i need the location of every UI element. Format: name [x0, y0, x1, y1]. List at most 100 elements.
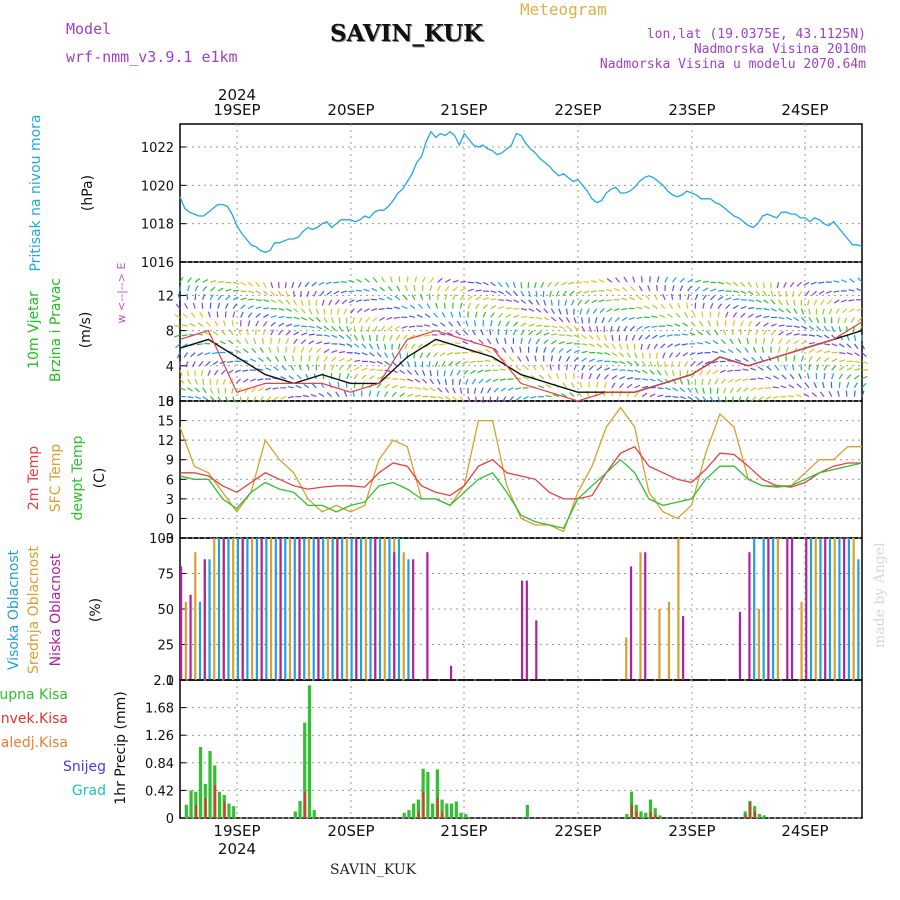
wind-barb: [694, 387, 699, 394]
wind-barb: [596, 326, 599, 333]
precip-bar: [445, 803, 449, 818]
cloud-bar-low: [535, 620, 538, 680]
wind-barb: [389, 276, 393, 283]
wind-barb: [426, 303, 431, 309]
wind-barb: [333, 281, 340, 284]
precip-bar: [208, 750, 212, 818]
wind-barb: [512, 290, 518, 296]
wind-barb: [224, 396, 229, 403]
wind-barb: [429, 370, 432, 377]
wind-barb: [573, 325, 579, 331]
wind-barb: [772, 396, 779, 399]
wind-barb: [437, 378, 441, 385]
wind-barb: [750, 387, 757, 391]
wind-barb: [356, 278, 363, 283]
wind-barb: [770, 308, 777, 312]
wind-barb: [181, 334, 188, 337]
cloud-bar-mid: [800, 601, 803, 680]
wind-barb: [520, 329, 525, 336]
wind-barb: [217, 281, 224, 283]
wind-barb: [717, 303, 722, 309]
cloud-ylabel-low: Niska Oblacnost: [48, 553, 64, 666]
wind-barb: [246, 328, 249, 336]
wind-barb: [323, 308, 326, 315]
bottom-date-label: 19SEP: [213, 822, 260, 840]
wind-barb: [831, 343, 838, 347]
y-tick-label: 9: [166, 454, 174, 469]
wind-barb: [611, 334, 614, 342]
wind-barb: [513, 299, 520, 303]
wind-barb: [581, 364, 586, 371]
wind-barb: [603, 374, 609, 380]
wind-barb: [331, 349, 338, 354]
wind-barb: [177, 293, 181, 301]
wind-barb: [823, 350, 831, 354]
cloud-bar-mid: [667, 601, 671, 680]
wind-barb: [285, 323, 292, 327]
wind-barb: [588, 326, 592, 333]
wind-barb: [732, 312, 738, 318]
wind-barb: [406, 361, 411, 368]
y-tick-label: 0: [166, 512, 174, 527]
wind-barb: [424, 334, 431, 337]
wind-barb: [384, 377, 391, 380]
wind-barb: [217, 396, 222, 402]
cloud-bar-low: [203, 559, 206, 680]
sfc-temp-line: [179, 406, 862, 533]
top-date-label: 19SEP: [213, 101, 260, 119]
wind-barb: [535, 346, 538, 353]
y-tick-label: 18: [157, 395, 174, 410]
station-title: SAVIN_KUK: [330, 20, 484, 47]
wind-barb: [330, 317, 335, 324]
wind-barb: [740, 305, 747, 310]
precip-legend-item: Zaledj.Kisa: [0, 735, 68, 751]
cloud-ylabel-mid: Srednja Oblacnost: [26, 546, 42, 674]
wind-barb: [653, 343, 658, 350]
cloud-bar-mid: [757, 609, 761, 680]
pressure-unit: (hPa): [80, 175, 96, 211]
wind-barb: [614, 316, 620, 322]
wind-barb: [204, 352, 211, 356]
wind-barb: [528, 308, 535, 312]
wind-barb: [474, 396, 478, 403]
cloud-bar-low: [738, 611, 742, 680]
wind-barb: [540, 364, 545, 371]
wind-barb: [219, 340, 226, 345]
wind-barb: [435, 302, 439, 309]
wind-barb: [323, 348, 330, 354]
wind-barb: [437, 285, 441, 292]
cloud-bar-high: [303, 538, 306, 680]
wind-barb: [723, 387, 727, 394]
cloud-bar-high: [359, 538, 363, 680]
cloud-bar-low: [525, 580, 528, 680]
wind-barb: [687, 278, 694, 283]
wind-barb: [823, 357, 830, 362]
wind-barb: [277, 290, 282, 297]
cloud-bar-low: [222, 538, 225, 680]
wind-barb: [216, 378, 219, 385]
wind-barb: [387, 286, 393, 292]
wind-barb: [522, 396, 529, 400]
wind-barb: [323, 334, 330, 338]
wind-barb: [566, 342, 573, 345]
wind-barb: [603, 343, 610, 349]
wind-barb: [355, 289, 362, 292]
wind-barb: [766, 365, 772, 371]
wind-barb: [839, 359, 846, 362]
precip-bar: [184, 804, 188, 818]
wind-barb: [535, 290, 538, 298]
wind-barb: [714, 378, 719, 385]
wind-barb: [763, 315, 770, 319]
wind-barb: [470, 369, 476, 375]
wind-barb: [550, 340, 557, 345]
cloud-bar-mid: [402, 552, 405, 680]
wind-barb: [240, 281, 247, 286]
wind-barb: [513, 321, 519, 327]
wind-barb: [636, 316, 643, 320]
model-label: Model: [66, 20, 112, 38]
wind-barb: [185, 361, 189, 368]
wind-barb: [808, 317, 813, 323]
wind-barb: [333, 290, 340, 295]
wind-barb: [205, 321, 211, 327]
wind-barb: [497, 312, 504, 318]
